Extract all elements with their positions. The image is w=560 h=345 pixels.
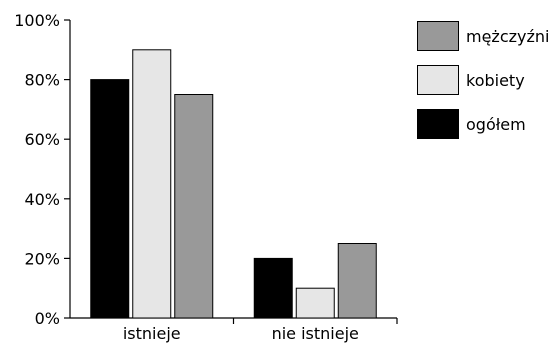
legend-label-mezczyzni: mężczyźni: [466, 26, 550, 46]
bar: [174, 94, 214, 319]
bar-chart: 0% 20% 40% 60% 80% 100% istnieje nie istnieje: [14, 11, 398, 343]
y-tick-label: 80%: [24, 71, 60, 90]
y-tick-label: 20%: [24, 249, 60, 268]
x-tick-label: nie istnieje: [272, 324, 359, 343]
bar: [132, 49, 172, 319]
legend-item-kobiety: kobiety: [417, 64, 560, 96]
y-tick-label: 40%: [24, 190, 60, 209]
y-tick-label: 100%: [14, 11, 60, 30]
legend-swatch-mezczyzni: [417, 21, 459, 51]
legend-swatch-ogolem: [417, 109, 459, 139]
bar: [337, 243, 377, 319]
x-tick-label: istnieje: [123, 324, 181, 343]
bar: [90, 79, 130, 319]
legend-item-ogolem: ogółem: [417, 108, 560, 140]
legend-item-mezczyzni: mężczyźni: [417, 20, 560, 52]
legend-swatch-kobiety: [417, 65, 459, 95]
legend: mężczyźni kobiety ogółem: [417, 20, 560, 152]
legend-label-ogolem: ogółem: [466, 114, 526, 134]
bar: [253, 257, 293, 319]
legend-label-kobiety: kobiety: [466, 70, 525, 90]
bar: [295, 287, 335, 319]
y-tick-label: 60%: [24, 130, 60, 149]
y-tick-label: 0%: [35, 309, 60, 328]
